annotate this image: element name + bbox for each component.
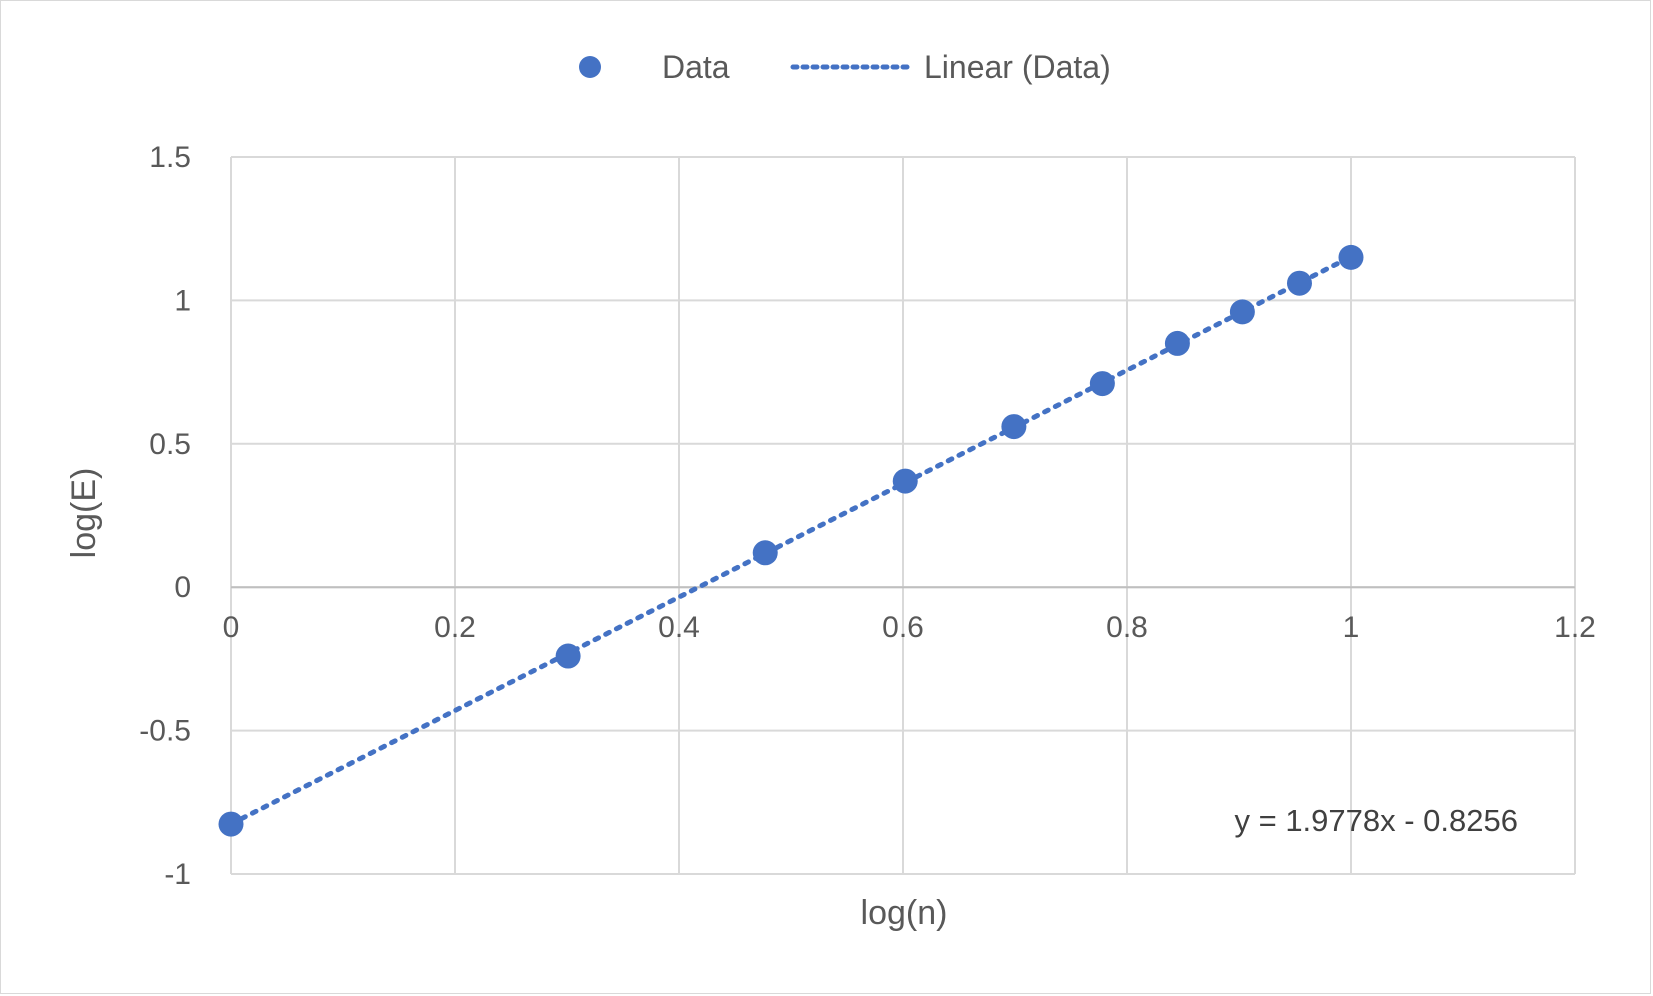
x-axis-title: log(n) (861, 894, 948, 932)
data-point (1229, 299, 1255, 325)
y-tick-label: 1 (174, 284, 191, 317)
trendline (228, 254, 1354, 827)
x-tick-label: 0.2 (434, 611, 476, 644)
data-point (1164, 330, 1190, 356)
data-point (1089, 371, 1115, 397)
data-point (1338, 244, 1364, 270)
y-tick-label: 0.5 (149, 428, 191, 461)
data-points (218, 244, 1364, 837)
trendline-group (228, 254, 1354, 827)
trendline-equation: y = 1.9778x - 0.8256 (1234, 803, 1518, 838)
x-tick-label: 0.4 (658, 611, 700, 644)
gridlines (230, 156, 1576, 875)
x-tick-label: 0 (223, 611, 240, 644)
legend-label-trendline: Linear (Data) (924, 49, 1111, 85)
data-point (1001, 414, 1027, 440)
data-point (555, 643, 581, 669)
x-tick-label: 1.2 (1554, 611, 1596, 644)
data-point (752, 540, 778, 566)
y-tick-label: 1.5 (149, 141, 191, 174)
data-point (892, 468, 918, 494)
tick-labels: 0 0.2 0.4 0.6 0.8 1 1.2 -1 -0.5 0 0.5 1 1.5 (139, 141, 1596, 891)
y-tick-label: 0 (174, 571, 191, 604)
x-tick-label: 0.8 (1106, 611, 1148, 644)
data-point (218, 811, 244, 837)
legend-marker-data (579, 56, 601, 78)
legend: Data Linear (Data) (579, 49, 1111, 85)
y-axis-title: log(E) (65, 468, 103, 559)
data-point (1286, 270, 1312, 296)
x-tick-label: 0.6 (882, 611, 924, 644)
x-tick-label: 1 (1343, 611, 1360, 644)
y-tick-label: -0.5 (139, 715, 191, 748)
legend-label-data: Data (662, 49, 730, 85)
y-tick-label: -1 (164, 858, 191, 891)
